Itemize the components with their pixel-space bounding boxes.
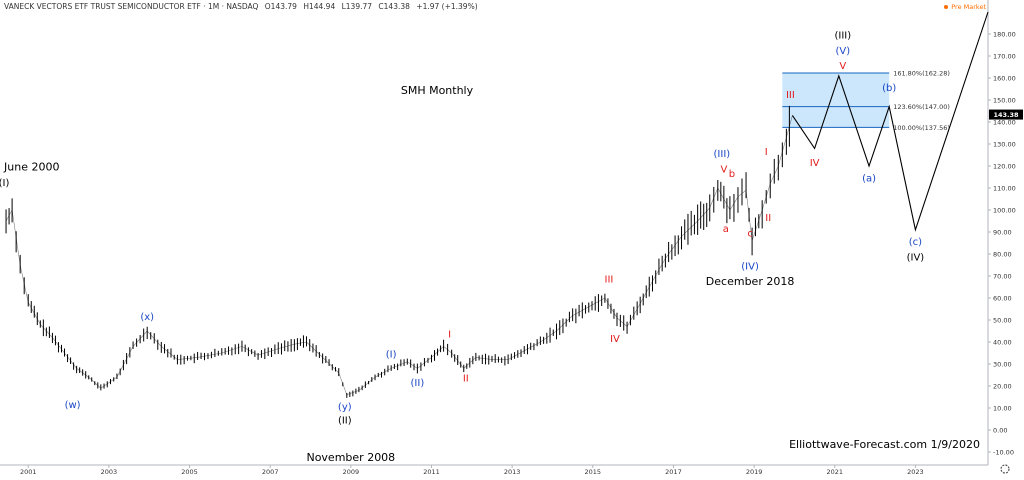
open-value: O143.79 [264,2,297,11]
y-tick-label: 20.00 [993,383,1012,391]
x-tick-label: 2021 [826,468,843,476]
wave-label: (c) [909,237,922,248]
fib-box [782,72,890,128]
price-tag [989,109,1023,120]
x-tick-label: 2005 [181,468,198,476]
wave-label: V [720,165,727,176]
y-tick-label: 60.00 [993,295,1012,303]
fib-label: 100.00%(137.56) [893,124,950,132]
wave-label: a [723,224,729,235]
price-tag-label: 143.38 [993,111,1019,119]
wave-label: (II) [338,415,352,426]
y-tick-label: -10.00 [993,449,1014,457]
wave-label: (a) [862,173,876,184]
y-tick-label: 80.00 [993,251,1012,259]
y-tick-label: 120.00 [993,163,1016,171]
y-tick-label: 10.00 [993,405,1012,413]
chart-header: VANECK VECTORS ETF TRUST SEMICONDUCTOR E… [4,2,482,11]
x-tick-label: 2023 [907,468,924,476]
wave-label: IV [810,158,820,169]
close-value: C143.38 [378,2,410,11]
y-tick-label: 130.00 [993,141,1016,149]
y-tick-label: 30.00 [993,361,1012,369]
high-value: H144.94 [303,2,336,11]
y-tick-label: 110.00 [993,185,1016,193]
wave-label: IV [610,334,620,345]
x-tick-label: 2001 [20,468,37,476]
y-tick-label: 70.00 [993,273,1012,281]
fib-label: 161.80%(162.28) [893,69,950,77]
wave-label: I [448,330,451,341]
x-tick-label: 2009 [343,468,360,476]
wave-label: (I) [0,178,10,189]
y-tick-label: 50.00 [993,317,1012,325]
y-tick-label: 160.00 [993,75,1016,83]
price-line [5,115,793,396]
wave-label: November 2008 [306,451,395,464]
x-tick-label: 2017 [665,468,682,476]
chart-title: SMH Monthly [401,84,474,97]
y-tick-label: 170.00 [993,53,1016,61]
y-tick-label: 100.00 [993,207,1016,215]
x-tick-label: 2011 [423,468,440,476]
wave-label: I [765,147,768,158]
gear-icon[interactable] [1000,464,1010,474]
wave-label: (V) [835,46,850,57]
premarket-dot-icon [944,5,949,9]
wave-label: III [786,90,795,101]
x-tick-label: 2019 [746,468,763,476]
y-tick-label: 90.00 [993,229,1012,237]
low-value: L139.77 [341,2,373,11]
wave-label: (III) [834,30,851,41]
y-tick-label: 0.00 [993,427,1007,435]
wave-label: (y) [338,402,352,413]
wave-label: June 2000 [3,160,59,173]
wave-label: (w) [65,400,81,411]
watermark: Elliottwave-Forecast.com 1/9/2020 [789,438,980,451]
premarket-label: Pre Market [951,3,986,11]
wave-label: II [765,213,771,224]
wave-label: (II) [411,378,425,389]
symbol-label: VANECK VECTORS ETF TRUST SEMICONDUCTOR E… [4,2,259,11]
wave-label: (IV) [741,261,759,272]
x-tick-label: 2007 [262,468,279,476]
x-tick-label: 2003 [101,468,118,476]
wave-label: (IV) [907,253,925,264]
wave-label: (III) [714,149,731,160]
wave-label: V [839,61,846,72]
y-tick-label: 140.00 [993,119,1016,127]
projection-path [791,11,989,232]
x-tick-label: 2015 [585,468,602,476]
y-tick-label: 150.00 [993,97,1016,105]
fib-label: 123.60%(147.00) [893,103,950,111]
wave-label: (I) [386,349,397,360]
y-tick-label: 40.00 [993,339,1012,347]
change-value: +1.97 (+1.39%) [416,2,478,11]
wave-label: III [605,275,614,286]
wave-label: c [747,228,753,239]
y-tick-label: 180.00 [993,31,1016,39]
wave-label: (b) [882,83,896,94]
premarket-badge[interactable]: Pre Market [944,3,986,11]
wave-label: b [729,169,735,180]
wave-label: December 2018 [706,275,795,288]
wave-label: II [463,374,469,385]
wave-label: (x) [140,312,154,323]
x-tick-label: 2013 [504,468,521,476]
